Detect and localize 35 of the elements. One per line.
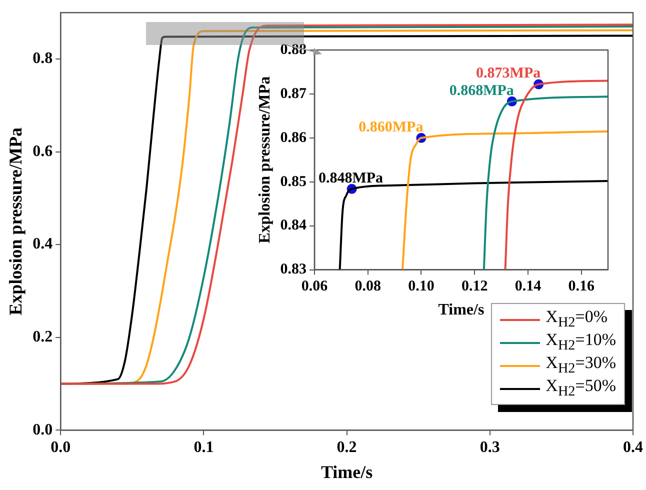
y-tick-label: 0.2 (32, 328, 53, 346)
y-tick-label: 0.8 (32, 50, 53, 68)
x-tick-label: 0.3 (480, 438, 500, 456)
y-tick-label: 0.83 (280, 262, 306, 278)
x-tick-label: 0.12 (461, 278, 488, 295)
x-tick-label: 0.06 (301, 278, 328, 295)
x-tick-label: 0.1 (194, 438, 214, 456)
x-tick-label: 0.16 (568, 278, 595, 295)
x-axis-title: Time/s (320, 462, 373, 482)
x-tick-label: 0.2 (336, 438, 357, 456)
annotation: 0.848MPa (318, 170, 384, 186)
x-tick-label: 0.0 (50, 438, 71, 456)
y-tick-label: 0.84 (280, 218, 307, 234)
legend-label: X$_{H2}$=30% (546, 353, 616, 378)
legend-label: X$_{H2}$=50% (546, 376, 616, 401)
y-tick-label: 0.4 (32, 236, 53, 253)
line-series (402, 130, 608, 270)
y-tick-label: 0.87 (280, 86, 307, 102)
y-tick-label: 0.85 (280, 174, 306, 190)
annotation: 0.860MPa (358, 119, 424, 136)
y-tick-label: 0.86 (280, 130, 307, 146)
y-tick-label: 0.0 (32, 421, 53, 438)
legend-label: X$_{H2}$=0% (546, 307, 608, 332)
x-tick-label: 0.14 (514, 278, 542, 295)
x-tick-label: 0.4 (623, 438, 643, 456)
x-tick-label: 0.10 (408, 278, 434, 295)
y-tick-label: 0.6 (32, 142, 53, 160)
legend-label: X$_{H2}$=10% (546, 330, 616, 355)
annotation: 0.873MPa (476, 66, 542, 82)
x-axis-title: Time/s (438, 302, 484, 319)
annotation: 0.868MPa (449, 82, 514, 99)
y-axis-title: Explosion pressure/MPa (5, 127, 26, 316)
y-axis-title: Explosion pressure/MPa (256, 76, 274, 244)
line-series (482, 96, 608, 270)
x-tick-label: 0.08 (354, 278, 381, 295)
